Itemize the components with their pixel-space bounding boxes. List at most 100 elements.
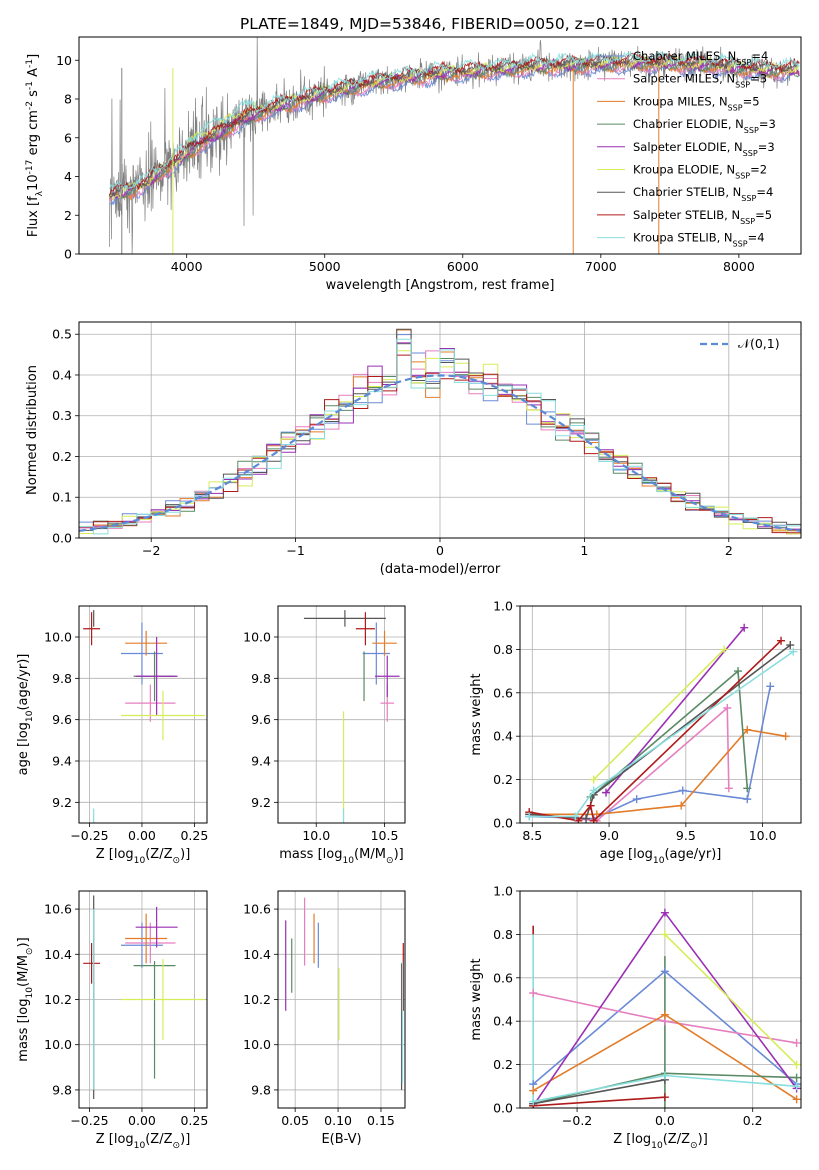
- x-tick-label: −2: [142, 543, 160, 558]
- residual-distribution-panel: −2 −1 0 1 2 0.0 0.1 0.2 0.3 0.4 0.5 (data-model)/er…: [25, 321, 802, 577]
- weight-marker: [781, 732, 790, 741]
- x-tick-label: 10.0: [302, 828, 330, 843]
- plot-area: [79, 606, 207, 823]
- y-tick-label: 9.4: [52, 754, 72, 769]
- mass-vs-metallicity-panel: −0.25 0.00 0.25 9.8 10.0 10.2 10.4 10.6 Z [log10…: [16, 890, 208, 1151]
- y-tick-label: 0.3: [52, 408, 72, 423]
- weight-marker: [792, 1073, 801, 1082]
- weight-marker: [574, 816, 583, 823]
- axes-frame: [519, 890, 802, 1109]
- errorbar-point-kroupa-miles: [125, 630, 168, 656]
- y-axis-label: mass weight: [469, 958, 484, 1040]
- x-tick-label: 6000: [447, 259, 479, 274]
- y-tick-label: 0.0: [52, 531, 72, 546]
- histogram-kroupa-stelib: [79, 338, 801, 535]
- legend-label: Chabrier STELIB, NSSP=4: [633, 185, 773, 203]
- x-tick-label: 10.5: [371, 828, 399, 843]
- weight-line: [664, 933, 798, 1066]
- x-tick-label: 9.0: [599, 828, 619, 843]
- y-tick-label: 0.8: [493, 642, 513, 657]
- x-tick-label: 0.0: [655, 1113, 675, 1128]
- y-tick-label: 0.2: [493, 772, 513, 787]
- plot-area: [79, 891, 207, 1108]
- x-tick-label: 0: [436, 543, 444, 558]
- weight-line: [593, 648, 725, 781]
- mass-vs-ebv-panel: 0.05 0.10 0.15 9.8 10.0 10.2 10.4 10.6 E(B-V): [243, 890, 406, 1147]
- y-tick-label: 0.0: [493, 1101, 513, 1116]
- weight-marker: [660, 967, 669, 976]
- weight-marker: [724, 784, 733, 793]
- x-axis-label: mass [log10(M/M⊙)]: [279, 847, 403, 866]
- legend-label: Kroupa MILES, NSSP=5: [633, 94, 760, 112]
- x-tick-label: 8000: [723, 259, 755, 274]
- weight-marker: [743, 725, 752, 734]
- y-tick-label: 9.8: [52, 671, 72, 686]
- y-tick-label: 10.2: [243, 992, 271, 1007]
- weight-marker: [582, 814, 591, 823]
- y-tick-label: 10.0: [243, 1037, 271, 1052]
- model-spectrum-kroupa-stelib: [109, 51, 800, 190]
- gaussian-reference-curve: [79, 374, 801, 532]
- y-tick-label: 9.6: [52, 712, 72, 727]
- plot-area: [520, 606, 801, 823]
- weight-marker: [677, 801, 686, 810]
- weight-series-salpeter-miles: [529, 988, 801, 1047]
- legend: 𝒩(0,1): [700, 336, 780, 351]
- weight-series-kroupa-elodie: [660, 930, 801, 1069]
- weight-marker: [525, 812, 534, 821]
- y-tick-label: 9.4: [251, 754, 271, 769]
- axes-frame: [78, 321, 802, 539]
- y-tick-label: 10.0: [243, 630, 271, 645]
- x-tick-label: 2: [725, 543, 733, 558]
- y-tick-label: 9.2: [251, 795, 271, 810]
- weight-marker: [792, 1082, 801, 1091]
- weight-marker: [792, 1060, 801, 1069]
- weight-marker: [792, 1038, 801, 1047]
- spectrum-panel: 4000 5000 6000 7000 8000 0 2 4 6 8 10 wavelength [A…: [25, 36, 802, 293]
- weight-vs-age-panel: 8.5 9.0 9.5 10.0 0.0 0.2 0.4 0.6 0.8 1.0 age [log1…: [469, 599, 802, 866]
- errorbar-point-salpeter-stelib: [83, 942, 100, 984]
- y-tick-label: 10.4: [243, 947, 271, 962]
- x-tick-label: 0.25: [180, 828, 208, 843]
- plot-area: [108, 37, 800, 254]
- legend-label: Chabrier ELODIE, NSSP=3: [633, 117, 776, 135]
- errorbar-point-salpeter-stelib: [355, 612, 375, 646]
- y-tick-label: 0.4: [52, 367, 72, 382]
- age-vs-metallicity-panel: −0.25 0.00 0.25 9.2 9.4 9.6 9.8 10.0 Z [log10(Z/…: [16, 605, 208, 866]
- y-tick-label: 0.0: [493, 816, 513, 831]
- weight-marker: [601, 788, 610, 797]
- x-tick-label: 4000: [171, 259, 203, 274]
- y-axis-label: mass weight: [469, 673, 484, 755]
- legend-label: Kroupa STELIB, NSSP=4: [633, 231, 765, 249]
- errorbar-point-salpeter-elodie: [135, 637, 178, 716]
- weight-marker: [529, 1097, 538, 1106]
- y-tick-label: 0.8: [493, 927, 513, 942]
- weight-line: [533, 1079, 666, 1105]
- axes-frame: [277, 890, 406, 1109]
- legend-label: Salpeter ELODIE, NSSP=3: [633, 140, 775, 158]
- y-tick-label: 0: [64, 247, 72, 262]
- errorbar-point-kroupa-elodie: [120, 958, 205, 1041]
- x-axis-label: age [log10(age/yr)]: [600, 847, 722, 866]
- x-axis-label: Z [log10(Z/Z⊙)]: [613, 1132, 708, 1151]
- y-tick-label: 0.2: [493, 1057, 513, 1072]
- weight-marker: [660, 1071, 669, 1080]
- x-tick-label: 8.5: [522, 828, 542, 843]
- y-tick-label: 0.1: [52, 490, 72, 505]
- weight-marker: [660, 1093, 669, 1102]
- axes-frame: [78, 36, 802, 255]
- weight-marker: [529, 988, 538, 997]
- y-tick-label: 10.2: [44, 992, 72, 1007]
- x-tick-label: 0.00: [128, 828, 156, 843]
- weight-marker: [743, 784, 752, 793]
- y-tick-label: 10.6: [243, 902, 271, 917]
- errorbar-point-salpeter-elodie: [135, 906, 178, 948]
- y-tick-label: 9.6: [251, 712, 271, 727]
- weight-marker: [589, 775, 598, 784]
- x-tick-label: 0.15: [367, 1113, 395, 1128]
- legend: Chabrier MILES, NSSP=4 Salpeter MILES, NS…: [597, 49, 776, 248]
- weight-marker: [740, 623, 749, 632]
- x-tick-label: 0.10: [324, 1113, 352, 1128]
- figure-title: PLATE=1849, MJD=53846, FIBERID=0050, z=0…: [240, 15, 640, 33]
